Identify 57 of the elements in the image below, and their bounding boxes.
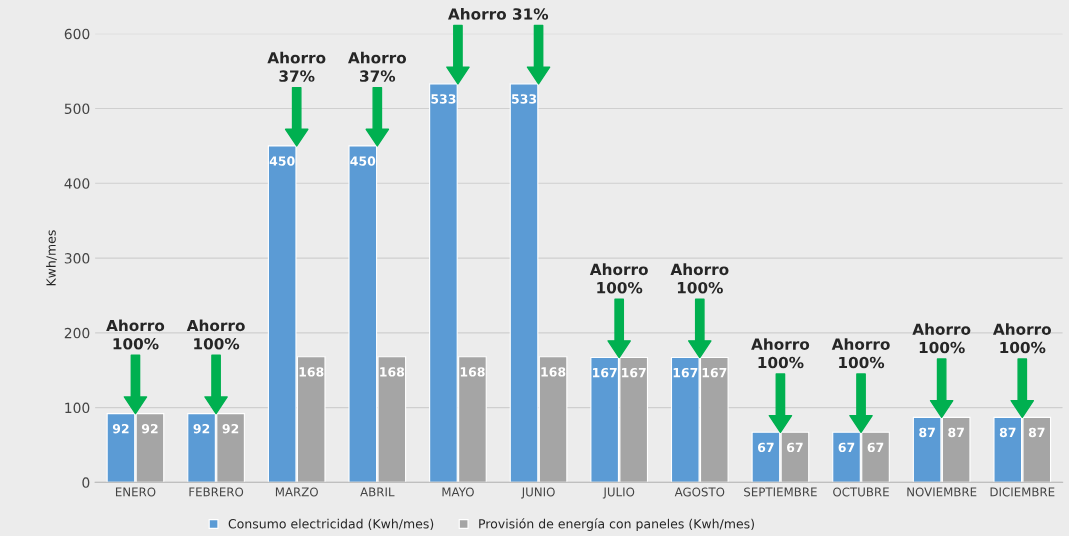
annotation: Ahorro 100% xyxy=(831,338,890,369)
x-tick-label: FEBRERO xyxy=(189,487,244,497)
annotation: Ahorro 37% xyxy=(348,51,407,82)
data-label: 92 xyxy=(193,423,210,434)
data-label: 92 xyxy=(222,423,239,434)
data-label: 450 xyxy=(350,156,376,166)
annotation: Ahorro 100% xyxy=(589,263,648,294)
data-label: 87 xyxy=(1028,427,1045,438)
data-label: 67 xyxy=(757,442,774,453)
annotation: Ahorro 100% xyxy=(751,338,810,369)
x-tick-label: AGOSTO xyxy=(674,487,725,497)
y-tick-label: 400 xyxy=(64,178,90,189)
data-label: 87 xyxy=(999,427,1016,438)
annotation: Ahorro 100% xyxy=(992,323,1051,354)
annotation: Ahorro 100% xyxy=(186,319,245,350)
y-tick-label: 600 xyxy=(64,28,90,40)
y-tick-label: 500 xyxy=(64,103,90,115)
legend-label: Consumo electricidad (Kwh/mes) xyxy=(228,518,434,530)
x-tick-label: NOVIEMBRE xyxy=(907,487,977,497)
annotation: Ahorro 37% xyxy=(267,51,326,82)
data-label: 67 xyxy=(838,442,855,453)
data-label: 168 xyxy=(299,367,324,377)
annotation: Ahorro 100% xyxy=(912,323,971,354)
y-tick-label: 100 xyxy=(65,402,90,414)
x-tick-label: ENERO xyxy=(115,487,156,497)
x-tick-label: MAYO xyxy=(442,487,474,497)
legend-label: Provisión de energía con paneles (Kwh/mes) xyxy=(479,518,754,531)
data-label: 533 xyxy=(431,94,456,104)
data-label: 168 xyxy=(380,367,405,377)
text: Ahorro 31% xyxy=(447,7,549,20)
y-tick-label: 300 xyxy=(64,253,90,264)
data-label: 92 xyxy=(141,423,158,434)
y-tick-label: 200 xyxy=(64,327,90,339)
y-axis-title: Kwh/mes xyxy=(46,230,57,286)
x-tick-label: JULIO xyxy=(602,487,635,499)
data-label: 67 xyxy=(787,442,803,453)
annotation: Ahorro 100% xyxy=(670,263,729,294)
data-label: 67 xyxy=(867,442,884,453)
x-tick-label: ABRIL xyxy=(360,487,395,497)
data-label: 167 xyxy=(622,367,646,378)
data-label: 87 xyxy=(919,427,935,438)
x-tick-label: JUNIO xyxy=(521,487,555,499)
x-tick-label: SEPTIEMBRE xyxy=(744,487,817,497)
data-label: 167 xyxy=(673,367,698,378)
data-label: 533 xyxy=(511,94,537,104)
data-label: 87 xyxy=(948,427,964,438)
y-tick-label: 0 xyxy=(82,477,90,488)
data-label: 92 xyxy=(112,423,129,434)
data-label: 168 xyxy=(541,367,566,377)
x-tick-label: DICIEMBRE xyxy=(990,487,1055,497)
data-label: 168 xyxy=(460,367,485,377)
data-label: 450 xyxy=(269,156,295,166)
data-label: 167 xyxy=(702,367,727,378)
x-tick-label: MARZO xyxy=(275,487,318,497)
annotation: Ahorro 100% xyxy=(106,319,165,350)
data-label: 167 xyxy=(593,367,617,378)
x-tick-label: OCTUBRE xyxy=(833,487,889,497)
